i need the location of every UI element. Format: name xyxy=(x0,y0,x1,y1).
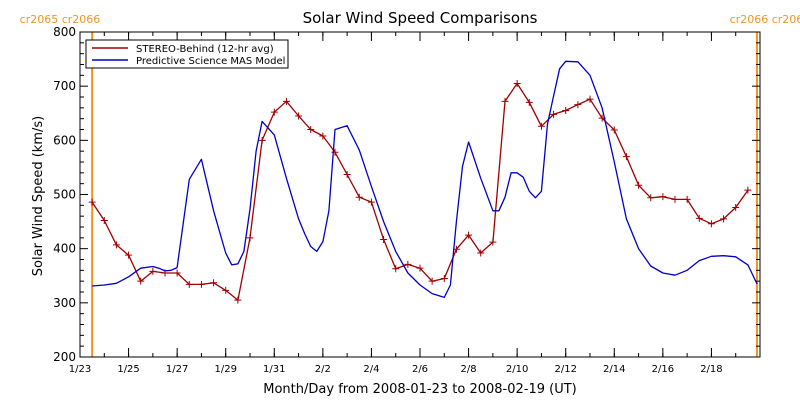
data-point-0-16 xyxy=(282,97,290,105)
data-point-0-36 xyxy=(525,98,533,106)
carrington-label-left: cr2065 cr2066 xyxy=(20,13,101,26)
y-tick-label: 400 xyxy=(53,242,76,256)
data-point-0-22 xyxy=(355,193,363,201)
data-point-0-1 xyxy=(100,217,108,224)
data-point-0-53 xyxy=(732,204,740,211)
series-line-1 xyxy=(92,60,758,299)
x-axis-label: Month/Day from 2008-01-23 to 2008-02-19 … xyxy=(263,382,576,397)
carrington-lines xyxy=(91,32,758,357)
legend-label-stereo: STEREO-Behind (12-hr avg) xyxy=(136,44,274,55)
data-point-0-3 xyxy=(125,251,133,259)
data-point-0-27 xyxy=(416,264,424,272)
data-point-0-37 xyxy=(537,122,545,130)
chart-title: Solar Wind Speed Comparisons xyxy=(303,9,538,27)
data-point-0-32 xyxy=(477,249,485,257)
data-point-0-44 xyxy=(622,153,630,161)
y-tick-label: 600 xyxy=(53,133,76,147)
x-tick-label: 2/8 xyxy=(461,364,477,375)
x-tick-label: 2/16 xyxy=(652,364,674,375)
x-tick-label: 1/25 xyxy=(117,364,139,375)
legend: STEREO-Behind (12-hr avg) Predictive Sci… xyxy=(85,39,289,69)
data-point-0-28 xyxy=(428,277,436,285)
data-point-0-38 xyxy=(550,110,558,118)
data-point-0-26 xyxy=(404,260,412,268)
data-point-0-5 xyxy=(149,267,157,275)
x-tick-label: 1/29 xyxy=(214,364,236,375)
data-point-0-43 xyxy=(610,126,618,134)
x-tick-label: 1/31 xyxy=(263,364,285,375)
data-point-0-52 xyxy=(720,215,728,223)
x-tick-label: 2/10 xyxy=(506,364,528,375)
data-point-0-51 xyxy=(707,220,715,228)
data-point-0-31 xyxy=(465,231,473,239)
x-tick-label: 1/23 xyxy=(69,364,91,375)
data-point-0-11 xyxy=(222,286,230,294)
data-point-0-7 xyxy=(173,269,181,277)
x-tick-label: 2/18 xyxy=(700,364,722,375)
data-point-0-45 xyxy=(635,181,643,189)
data-point-0-10 xyxy=(210,279,218,287)
data-point-0-29 xyxy=(440,274,448,282)
data-point-0-17 xyxy=(295,112,303,120)
y-tick-label: 200 xyxy=(53,350,76,364)
x-tick-label: 2/12 xyxy=(554,364,576,375)
y-axis-label: Solar Wind Speed (km/s) xyxy=(31,116,46,276)
plot-frame xyxy=(79,31,761,358)
data-point-0-12 xyxy=(234,296,242,304)
data-point-0-8 xyxy=(185,280,193,288)
data-point-0-4 xyxy=(137,277,145,285)
data-point-0-15 xyxy=(270,108,278,116)
data-point-0-41 xyxy=(586,95,594,103)
carrington-label-right: cr2066 cr2067 xyxy=(730,13,800,26)
data-point-0-9 xyxy=(197,280,205,288)
data-point-0-54 xyxy=(744,186,752,194)
axes-layer: 200 300 400 500 600 700 800 1/23 1/25 1/27 1/29 1/3… xyxy=(53,25,761,375)
data-point-0-13 xyxy=(246,234,254,242)
data-point-0-34 xyxy=(501,97,509,105)
data-point-0-39 xyxy=(562,107,570,115)
data-point-0-49 xyxy=(683,195,691,203)
x-tick-label: 2/2 xyxy=(315,364,331,375)
x-tick-label: 2/6 xyxy=(412,364,428,375)
data-point-0-48 xyxy=(671,195,679,203)
data-point-0-25 xyxy=(392,265,400,273)
data-point-0-33 xyxy=(489,238,497,246)
legend-box xyxy=(85,39,289,69)
data-point-0-24 xyxy=(380,235,388,243)
data-point-0-19 xyxy=(319,132,327,140)
data-point-0-35 xyxy=(513,79,521,87)
y-tick-label: 300 xyxy=(53,296,76,310)
data-point-0-2 xyxy=(112,241,120,249)
y-tick-label: 800 xyxy=(53,25,76,39)
x-tick-label: 1/27 xyxy=(166,364,188,375)
data-point-0-46 xyxy=(647,194,655,202)
y-tick-label: 500 xyxy=(53,188,76,202)
data-point-0-40 xyxy=(574,101,582,109)
data-point-0-14 xyxy=(258,136,266,144)
data-point-0-50 xyxy=(695,214,703,222)
data-point-0-21 xyxy=(343,170,351,178)
x-tick-label: 2/14 xyxy=(603,364,625,375)
legend-label-mas: Predictive Science MAS Model xyxy=(136,56,285,67)
y-tick-label: 700 xyxy=(53,79,76,93)
data-point-0-23 xyxy=(367,198,375,206)
series-layer xyxy=(88,60,758,304)
data-point-0-0 xyxy=(88,198,96,206)
data-point-0-18 xyxy=(307,126,315,133)
x-tick-label: 2/4 xyxy=(363,364,379,375)
data-point-0-47 xyxy=(659,193,667,201)
